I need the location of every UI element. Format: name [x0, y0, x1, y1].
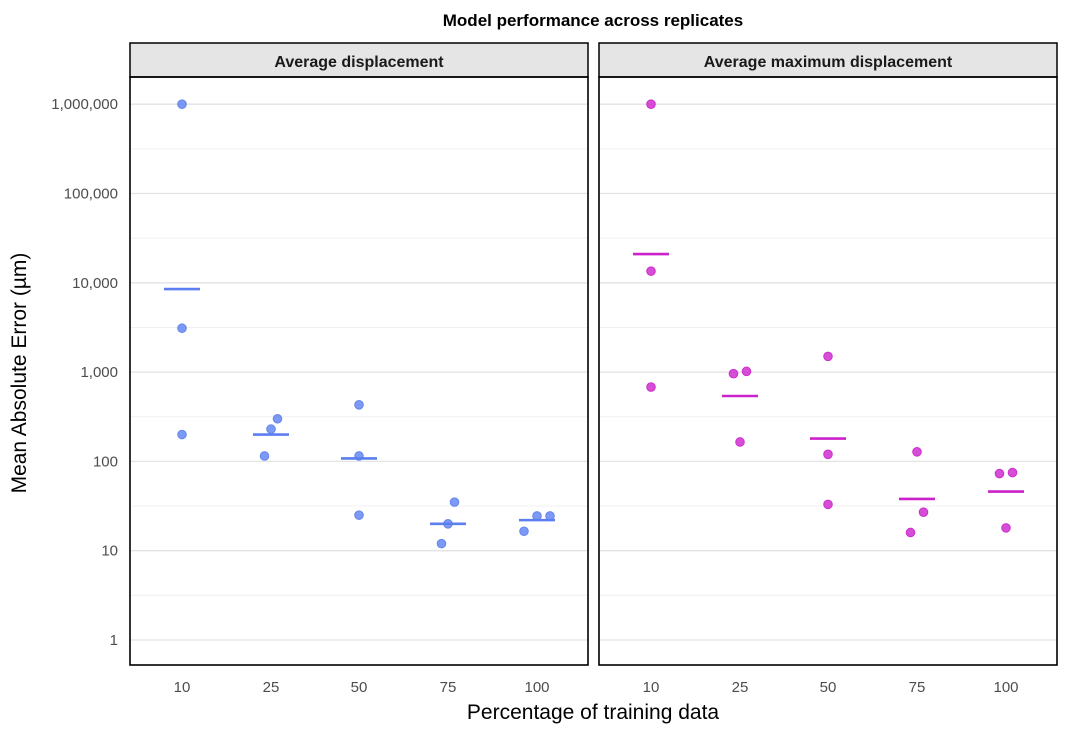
x-tick-label: 75 — [440, 679, 457, 696]
data-point — [912, 447, 922, 457]
data-point — [728, 368, 739, 379]
data-point — [1007, 467, 1018, 478]
x-tick-label: 100 — [993, 679, 1018, 696]
data-point — [443, 519, 453, 529]
x-tick-label: 100 — [524, 679, 549, 696]
data-point — [918, 507, 929, 517]
data-point — [905, 527, 916, 538]
data-point — [354, 400, 364, 410]
data-point — [177, 99, 187, 109]
data-point — [646, 382, 656, 392]
data-point — [266, 424, 276, 434]
y-tick-label: 10,000 — [72, 275, 118, 292]
facet-strip-label: Average displacement — [274, 54, 444, 71]
data-point — [823, 449, 833, 460]
data-point — [823, 499, 833, 510]
x-tick-label: 75 — [909, 679, 926, 696]
facet-strip — [129, 42, 589, 78]
data-point — [994, 468, 1005, 479]
x-tick-label: 25 — [263, 679, 280, 696]
facet-strip — [598, 42, 1058, 78]
x-tick-label: 50 — [820, 679, 837, 696]
y-tick-label: 1 — [110, 632, 118, 649]
facet-strip-label: Average maximum displacement — [704, 54, 953, 71]
y-axis: 1 10 100 1,000 10,000 100,000 1,000,000 — [51, 96, 118, 649]
y-tick-label: 100,000 — [64, 186, 118, 203]
data-point — [436, 538, 447, 549]
data-point — [177, 323, 187, 334]
x-tick-label: 25 — [732, 679, 749, 696]
gridlines — [130, 103, 588, 641]
x-axis-title: Percentage of training data — [467, 701, 719, 724]
facet-panel: Average displacement 10 25 50 75 100 — [129, 42, 589, 696]
data-point — [177, 429, 187, 440]
data-point — [646, 99, 656, 109]
data-point — [545, 511, 555, 521]
x-tick-label: 10 — [174, 679, 191, 696]
y-tick-label: 10 — [101, 543, 118, 560]
gridlines — [599, 103, 1057, 641]
data-point — [735, 437, 745, 447]
chart-title: Model performance across replicates — [443, 11, 743, 30]
data-point — [272, 413, 283, 424]
facet-panel: Average maximum displacement 10 25 50 75 100 — [598, 42, 1058, 696]
data-point — [259, 451, 270, 461]
data-point — [823, 351, 833, 362]
y-axis-title: Mean Absolute Error (µm) — [8, 253, 31, 494]
data-point — [646, 266, 656, 276]
panel-border — [129, 76, 589, 666]
data-point — [1001, 523, 1011, 533]
y-tick-label: 1,000 — [80, 364, 118, 381]
x-tick-label: 10 — [643, 679, 660, 696]
data-point — [519, 526, 529, 537]
x-tick-label: 50 — [351, 679, 368, 696]
data-point — [741, 366, 752, 377]
y-tick-label: 1,000,000 — [51, 96, 118, 113]
y-tick-label: 100 — [93, 453, 118, 470]
data-point — [532, 511, 542, 521]
data-point — [449, 497, 460, 507]
data-point — [354, 451, 364, 461]
data-point — [354, 510, 364, 520]
panel-border — [598, 76, 1058, 666]
